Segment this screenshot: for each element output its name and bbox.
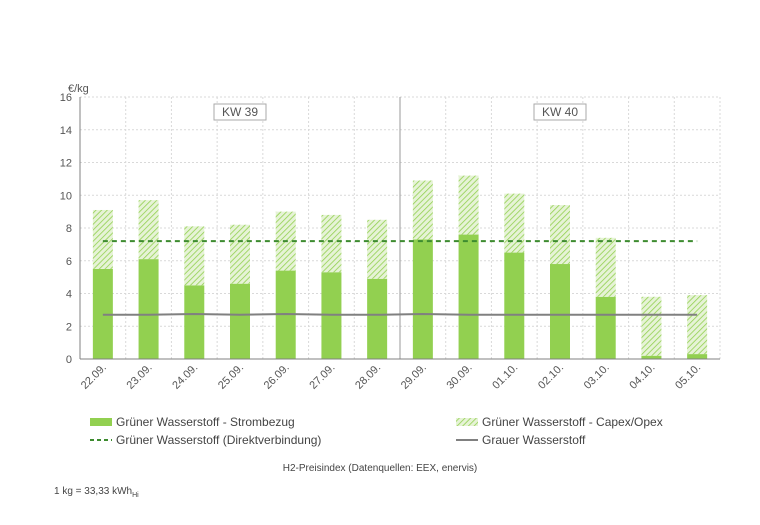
bar-strombezug <box>367 278 388 359</box>
footnote-subscript: Hi <box>132 492 139 499</box>
bar-capex-opex <box>504 193 525 253</box>
x-tick-label: 22.09. <box>79 362 109 392</box>
y-tick-label: 4 <box>66 289 72 301</box>
x-tick-label: 30.09. <box>445 362 475 392</box>
grid <box>79 96 721 360</box>
y-tick-label: 14 <box>60 125 72 137</box>
bar-strombezug <box>184 285 205 359</box>
x-tick-label: 26.09. <box>262 362 292 392</box>
bar-strombezug <box>138 259 159 359</box>
legend-label: Grüner Wasserstoff (Direktverbindung) <box>116 433 321 447</box>
x-tick-label: 04.10. <box>627 362 657 392</box>
y-tick-label: 2 <box>66 321 72 333</box>
bar-strombezug <box>458 234 479 359</box>
x-tick-label: 23.09. <box>125 362 155 392</box>
bar-strombezug <box>641 355 662 359</box>
source-note: H2-Preisindex (Datenquellen: EEX, enervi… <box>283 463 478 474</box>
bar-capex-opex <box>367 219 388 279</box>
legend-swatch-strombezug <box>90 418 112 426</box>
bar-capex-opex <box>550 205 570 265</box>
legend: Grüner Wasserstoff - Strombezug Grüner Wa… <box>90 415 663 447</box>
y-tick-label: 0 <box>66 354 72 366</box>
bar-capex-opex <box>92 209 113 269</box>
y-axis-label: €/kg <box>68 83 89 95</box>
bar-capex-opex <box>641 296 662 356</box>
line-grauer-wasserstoff <box>102 312 698 316</box>
bar-strombezug <box>550 264 570 359</box>
bar-capex-opex <box>321 214 342 273</box>
bar-strombezug <box>687 354 708 359</box>
bar-capex-opex <box>687 295 708 355</box>
x-tick-label: 28.09. <box>353 362 383 392</box>
y-tick-label: 6 <box>66 256 72 268</box>
bar-capex-opex <box>595 237 616 297</box>
bar-strombezug <box>230 283 250 359</box>
x-tick-label: 27.09. <box>307 362 337 392</box>
bar-capex-opex <box>230 224 250 284</box>
x-tick-label: 25.09. <box>216 362 246 392</box>
x-tick-label: 01.10. <box>490 362 520 392</box>
week-label: KW 39 <box>222 105 258 119</box>
bar-strombezug <box>504 252 525 359</box>
lines <box>102 240 698 316</box>
x-tick-label: 05.10. <box>673 362 703 392</box>
x-tick-label: 02.10. <box>536 362 566 392</box>
legend-swatch-capex-opex <box>456 418 478 426</box>
bar-capex-opex <box>458 175 479 235</box>
week-label-box <box>213 103 267 121</box>
x-tick-label: 29.09. <box>399 362 429 392</box>
week-label: KW 40 <box>542 105 578 119</box>
legend-label: Grüner Wasserstoff - Capex/Opex <box>482 415 663 429</box>
footnote-text: 1 kg = 33,33 kWh <box>54 486 132 497</box>
week-label-box <box>533 103 587 121</box>
bar-capex-opex <box>184 226 205 286</box>
bar-capex-opex <box>412 180 433 240</box>
y-tick-label: 16 <box>60 92 72 104</box>
y-tick-label: 12 <box>60 158 72 170</box>
bar-strombezug <box>412 239 433 359</box>
legend-label: Grüner Wasserstoff - Strombezug <box>116 415 295 429</box>
bars <box>92 175 708 359</box>
bar-capex-opex <box>138 200 159 260</box>
bar-strombezug <box>595 296 616 359</box>
x-tick-label: 03.10. <box>582 362 612 392</box>
x-tick-label: 24.09. <box>170 362 200 392</box>
footnote: 1 kg = 33,33 kWhHi <box>54 486 139 499</box>
y-tick-label: 10 <box>60 190 72 202</box>
y-tick-label: 8 <box>66 223 72 235</box>
legend-label: Grauer Wasserstoff <box>482 433 586 447</box>
